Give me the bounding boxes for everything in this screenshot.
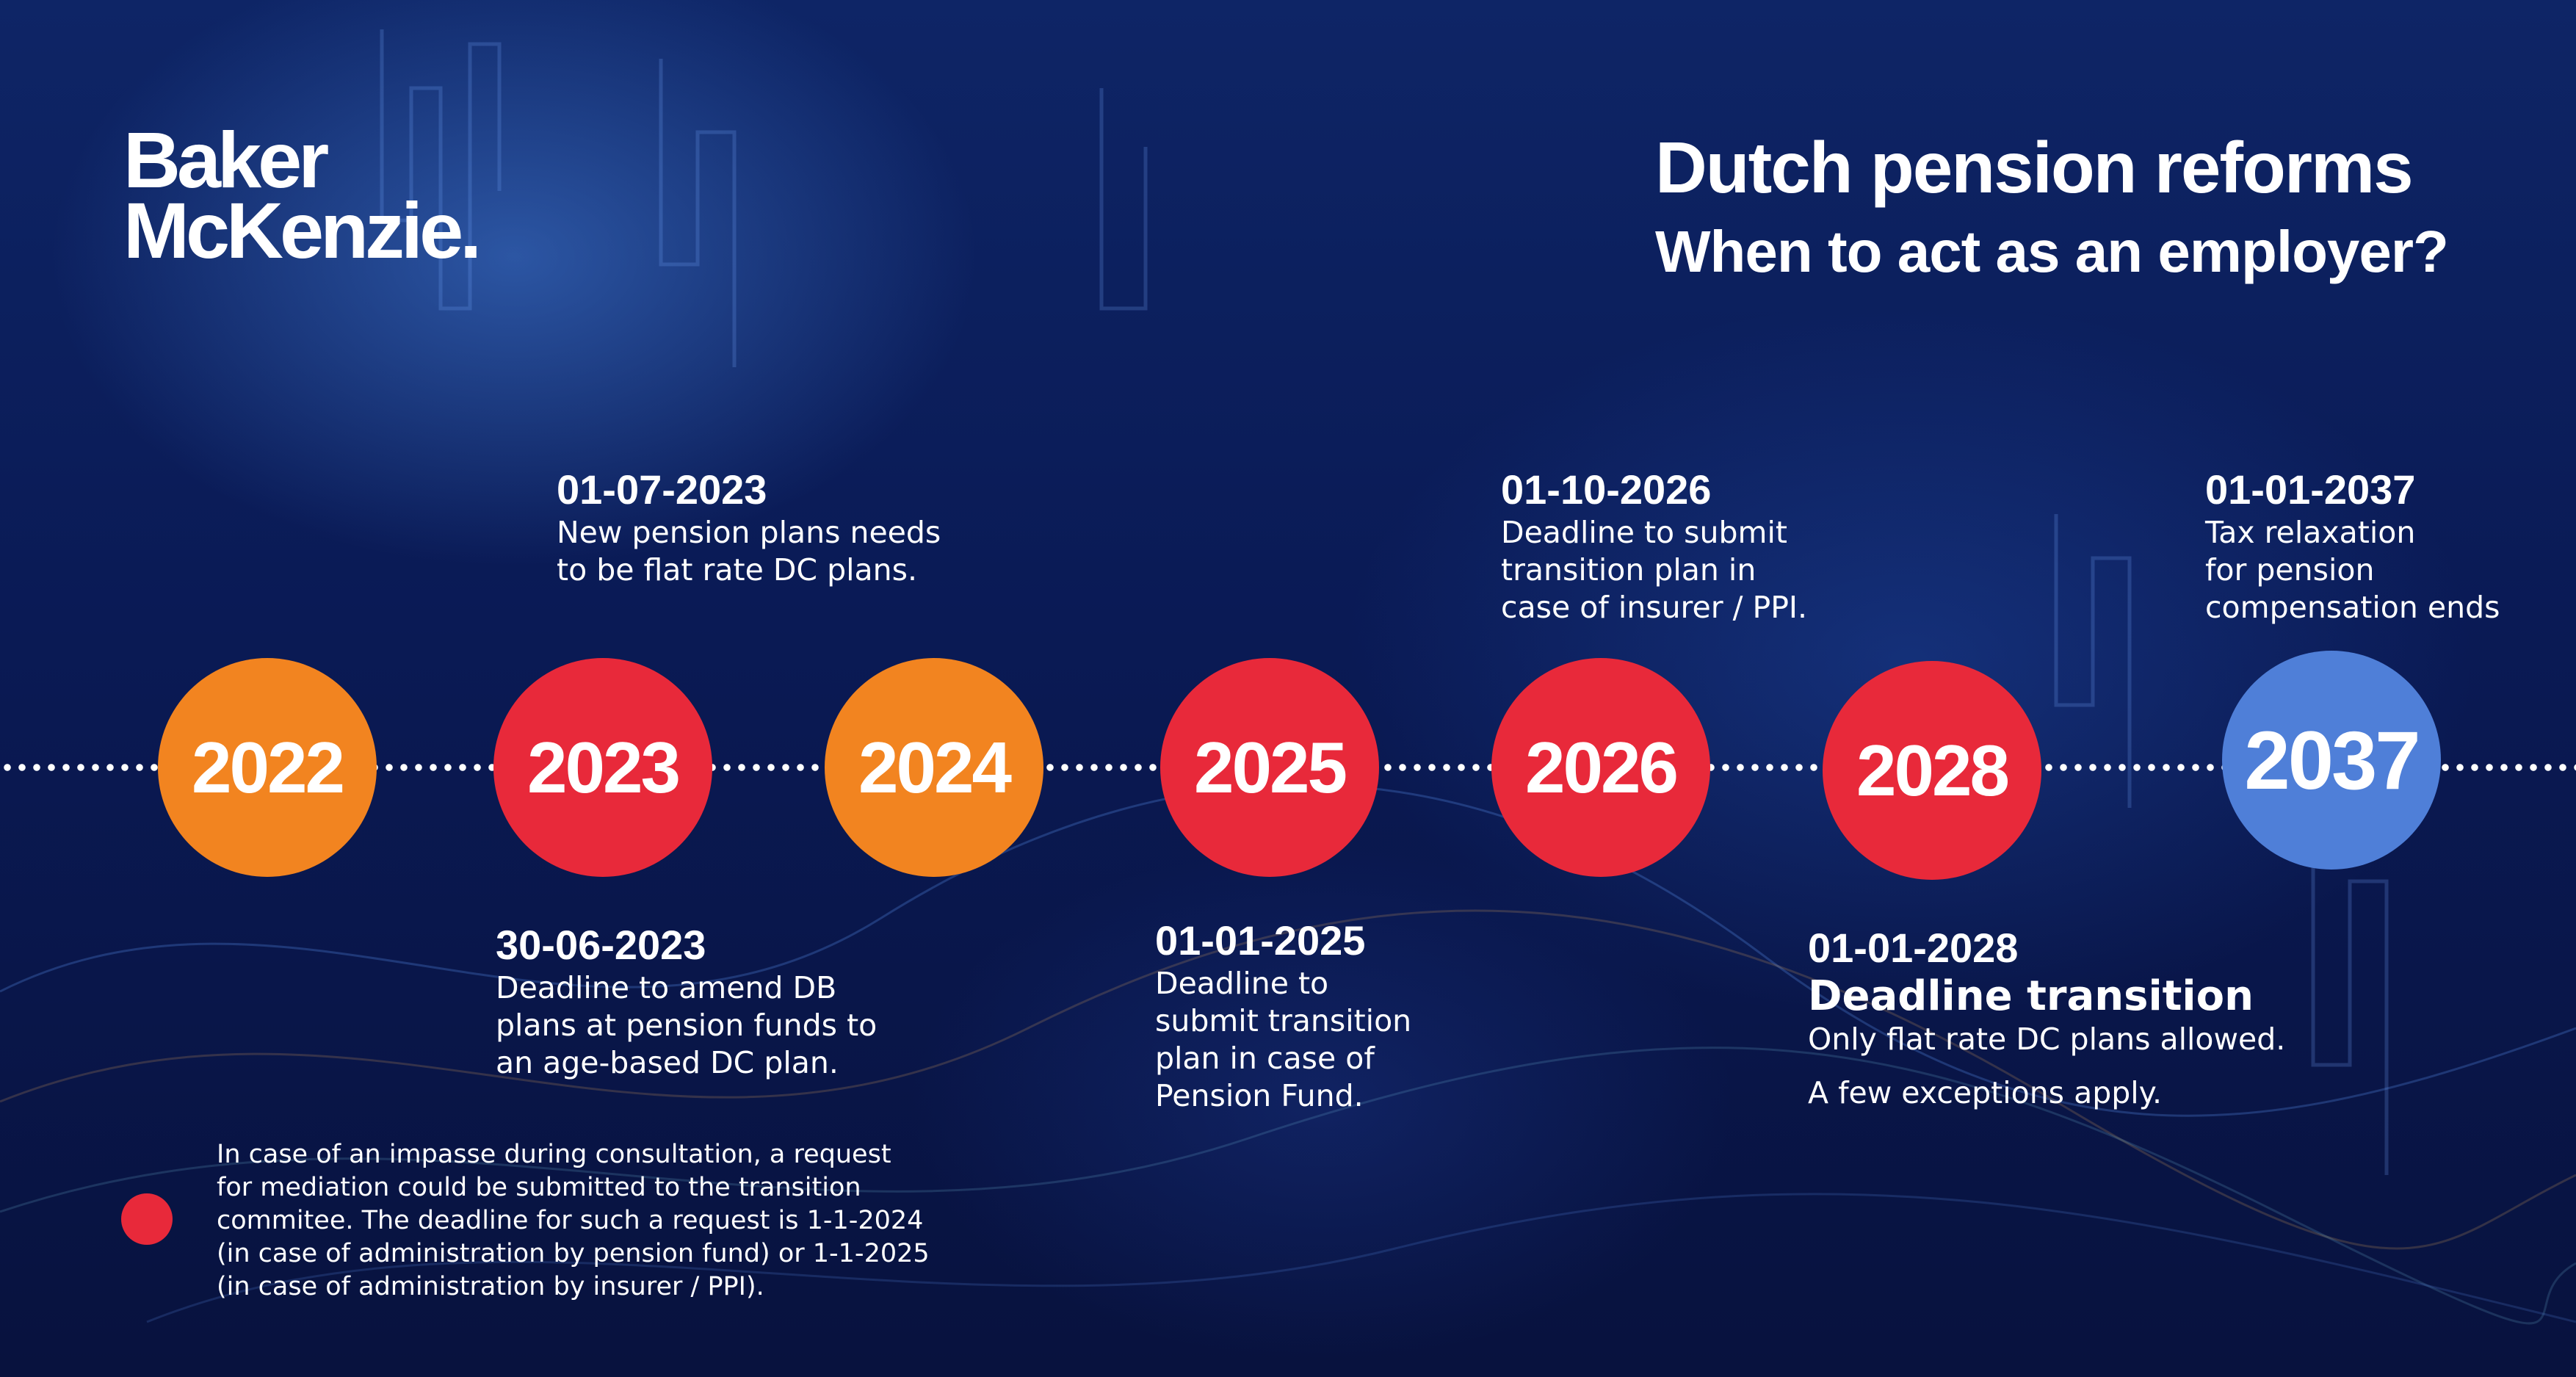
event-description: Deadline to submit transition plan in ca…	[1501, 515, 1808, 625]
event-01-01-2028: 01-01-2028 Deadline transition Only flat…	[1808, 924, 2285, 1112]
page-subtitle: When to act as an employer?	[1655, 219, 2449, 284]
event-01-07-2023: 01-07-2023 New pension plans needs to be…	[557, 466, 941, 589]
event-description: Only flat rate DC plans allowed.	[1808, 1022, 2286, 1057]
event-30-06-2023: 30-06-2023 Deadline to amend DB plans at…	[496, 921, 877, 1082]
event-description: Deadline to submit transition plan in ca…	[1155, 966, 1412, 1113]
event-date: 30-06-2023	[496, 922, 706, 968]
event-date: 01-01-2028	[1808, 925, 2019, 971]
event-date: 01-07-2023	[557, 466, 767, 513]
footnote-red-dot-marker	[121, 1193, 173, 1245]
event-date: 01-10-2026	[1501, 466, 1712, 513]
event-headline: Deadline transition	[1808, 972, 2254, 1020]
event-date: 01-01-2025	[1155, 917, 1366, 964]
baker-mckenzie-logo: Baker McKenzie.	[123, 115, 482, 275]
footnote-text: In case of an impasse during consultatio…	[217, 1140, 930, 1301]
year-circle-2022: 2022	[158, 658, 377, 877]
year-circle-2037: 2037	[2222, 651, 2441, 870]
event-01-01-2025: 01-01-2025 Deadline to submit transition…	[1155, 917, 1411, 1115]
event-01-10-2026: 01-10-2026 Deadline to submit transition…	[1501, 466, 1807, 626]
year-circle-2025: 2025	[1160, 658, 1379, 877]
event-description: New pension plans needs to be flat rate …	[557, 515, 941, 588]
logo-line-1: Baker	[123, 115, 329, 204]
event-date: 01-01-2037	[2205, 466, 2416, 513]
event-01-01-2037: 01-01-2037 Tax relaxation for pension co…	[2205, 466, 2500, 626]
logo-line-2: McKenzie.	[123, 186, 482, 275]
event-description: Tax relaxation for pension compensation …	[2205, 515, 2500, 625]
year-circle-2028: 2028	[1823, 661, 2041, 880]
year-circle-2024: 2024	[825, 658, 1043, 877]
year-circle-2023: 2023	[493, 658, 712, 877]
event-extra-note: A few exceptions apply.	[1808, 1075, 2163, 1110]
year-circle-2026: 2026	[1491, 658, 1710, 877]
header: Dutch pension reforms When to act as an …	[1655, 123, 2449, 292]
event-description: Deadline to amend DB plans at pension fu…	[496, 970, 878, 1080]
page-title: Dutch pension reforms	[1655, 127, 2414, 208]
